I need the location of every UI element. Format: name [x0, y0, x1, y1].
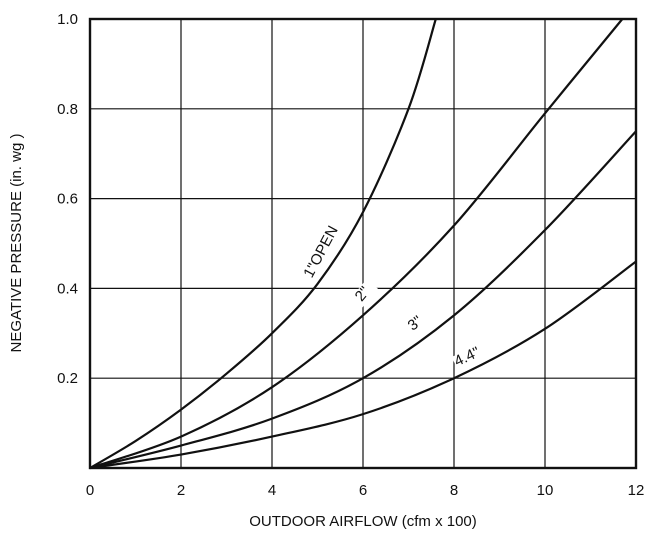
- curve-2-inch: [89, 18, 624, 470]
- x-tick-label: 10: [537, 482, 554, 499]
- curve-label-backdrop: [451, 345, 484, 371]
- y-tick-label: 0.4: [57, 280, 78, 297]
- y-axis-title: NEGATIVE PRESSURE (in. wg ): [8, 134, 25, 353]
- curve-1-open: [89, 18, 437, 469]
- y-tick-label: 0.8: [57, 101, 78, 118]
- x-tick-label: 12: [628, 482, 645, 499]
- y-tick-label: 0.6: [57, 191, 78, 208]
- x-tick-label: 0: [86, 482, 94, 499]
- tick-labels: 0 2 4 6 8 10 12 0.2 0.4 0.6 0.8 1.0: [57, 11, 644, 499]
- curve-3-inch: [89, 130, 637, 470]
- x-tick-label: 2: [177, 482, 185, 499]
- y-tick-label: 1.0: [57, 11, 78, 28]
- curve-label-backdrop: [348, 279, 379, 311]
- grid: [90, 19, 636, 468]
- plot-frame: [88, 17, 638, 470]
- x-tick-label: 4: [268, 482, 276, 499]
- x-tick-label: 8: [450, 482, 458, 499]
- y-tick-label: 0.2: [57, 370, 78, 387]
- curve-label-backdrop: [301, 223, 343, 282]
- curve-4-4-inch: [89, 260, 637, 470]
- x-axis-title: OUTDOOR AIRFLOW (cfm x 100): [249, 513, 477, 530]
- curve-label-1-open: 1"OPEN: [300, 223, 341, 281]
- curve-label-backdrop: [400, 309, 432, 339]
- curves: [89, 18, 637, 470]
- x-tick-label: 6: [359, 482, 367, 499]
